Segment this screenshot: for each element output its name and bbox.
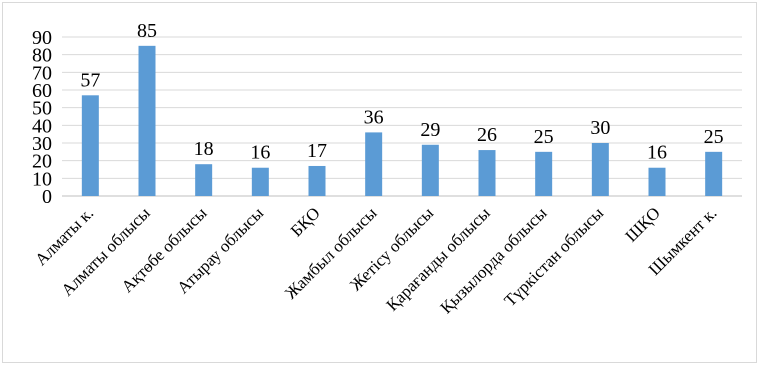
data-label: 57 [80,69,100,91]
data-label: 36 [364,106,384,128]
y-tick-label: 90 [32,27,52,49]
bar [365,132,383,196]
data-label: 17 [307,140,327,162]
x-tick-label: Қызылорда облысы [437,203,551,317]
bar [535,151,553,196]
y-tick-label: 20 [32,151,52,173]
y-tick-label: 30 [32,133,52,155]
bar [308,165,326,196]
bar [591,143,609,196]
bar [81,95,99,196]
y-tick-label: 0 [42,186,52,208]
bar [478,150,496,196]
data-label: 29 [420,119,440,141]
data-label: 16 [647,142,667,164]
data-label: 25 [534,126,554,148]
y-tick-label: 40 [32,115,52,137]
data-label: 26 [477,124,497,146]
bar [648,167,666,196]
x-tick-label: БҚО [287,203,324,240]
y-tick-label: 80 [32,45,52,67]
x-tick-label: ШҚО [622,203,664,245]
data-label: 85 [137,20,157,42]
y-tick-label: 50 [32,98,52,120]
x-tick-label: Қарағанды облысы [382,203,494,315]
data-label: 25 [704,126,724,148]
data-label: 18 [194,138,214,160]
bar [421,144,439,196]
y-tick-label: 10 [32,168,52,190]
data-label: 30 [590,117,610,139]
bar [195,164,213,196]
bar [138,45,156,197]
x-tick-label: Түркістан облысы [500,203,607,310]
y-tick-label: 60 [32,80,52,102]
y-tick-label: 70 [32,62,52,84]
bar [705,151,723,196]
data-label: 16 [250,142,270,164]
bar [251,167,269,196]
